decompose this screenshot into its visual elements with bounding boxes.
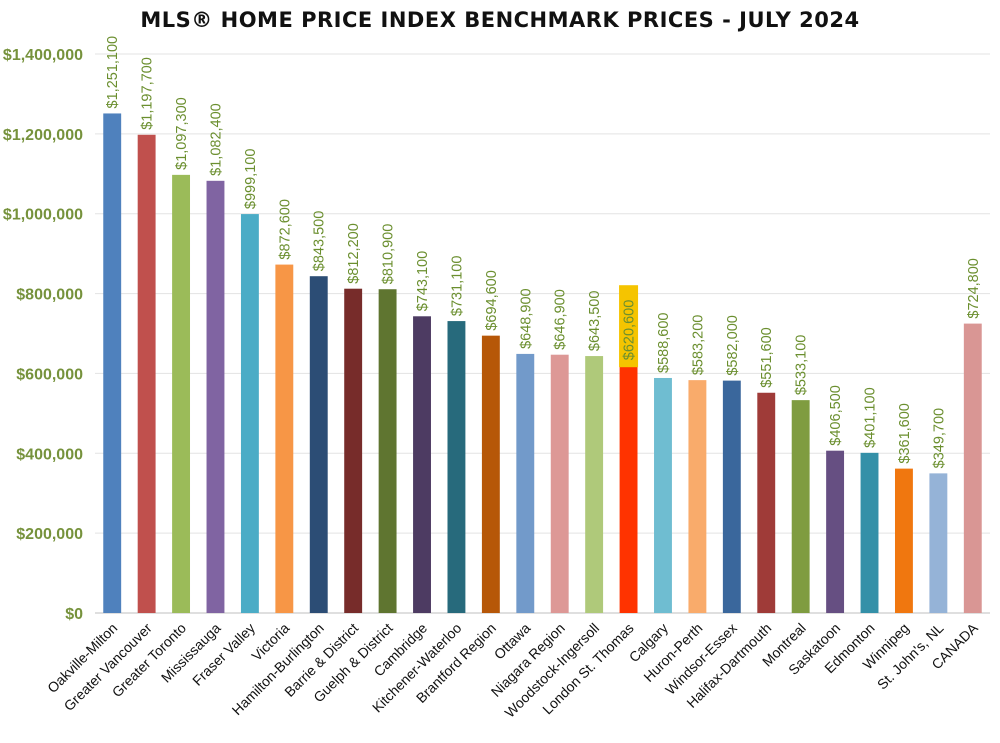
bar — [413, 316, 431, 613]
bar — [826, 450, 845, 613]
bar — [688, 380, 707, 613]
data-label: $349,700 — [931, 408, 947, 468]
bar — [481, 335, 500, 613]
y-tick-label: $1,000,000 — [3, 207, 83, 224]
gridlines — [95, 53, 990, 614]
bar — [550, 354, 569, 613]
bar — [619, 365, 638, 613]
y-tick-label: $600,000 — [16, 366, 83, 383]
bar — [860, 452, 879, 613]
bar — [791, 400, 810, 613]
bar — [963, 323, 982, 613]
data-label: $648,900 — [518, 288, 534, 348]
data-label: $1,082,400 — [208, 103, 224, 176]
data-label: $401,100 — [863, 387, 879, 447]
data-label: $743,100 — [415, 251, 431, 311]
data-label: $1,097,300 — [174, 97, 190, 170]
bar — [929, 473, 948, 613]
data-label: $1,251,100 — [105, 36, 121, 109]
data-label: $582,000 — [725, 315, 741, 375]
bar — [172, 174, 191, 614]
data-label: $646,900 — [553, 289, 569, 349]
data-label: $812,200 — [346, 223, 362, 283]
data-label: $620,600 — [622, 300, 638, 360]
data-label: $361,600 — [897, 403, 913, 463]
y-axis-tick-labels: $0 $200,000 $400,000 $600,000 $800,000 $1,000… — [3, 47, 83, 623]
data-label-highlight — [619, 285, 639, 368]
data-label: $810,900 — [381, 224, 397, 284]
data-label: $843,500 — [312, 211, 328, 271]
data-label: $999,100 — [243, 149, 259, 209]
data-label: $724,800 — [966, 258, 982, 318]
y-tick-label: $200,000 — [16, 526, 83, 543]
bar — [757, 392, 776, 613]
data-label: $1,197,700 — [140, 57, 156, 130]
data-label: $588,600 — [656, 312, 672, 372]
bar — [894, 468, 913, 613]
data-label: $533,100 — [794, 335, 810, 395]
bar — [344, 288, 363, 613]
bar — [309, 276, 328, 613]
chart-title: MLS® HOME PRICE INDEX BENCHMARK PRICES -… — [140, 8, 860, 32]
bar — [722, 380, 741, 613]
y-tick-label: $1,200,000 — [3, 127, 83, 144]
bar — [654, 377, 672, 613]
y-tick-label: $1,400,000 — [3, 47, 83, 64]
bar — [137, 134, 156, 613]
bar — [275, 264, 294, 613]
data-label: $551,600 — [759, 327, 775, 387]
bars — [103, 113, 982, 614]
bar — [240, 214, 259, 613]
y-tick-label: $400,000 — [16, 446, 83, 463]
y-tick-label: $800,000 — [16, 287, 83, 304]
bar — [447, 321, 466, 613]
bar — [585, 356, 604, 613]
data-label: $731,100 — [449, 256, 465, 316]
bar — [206, 180, 225, 613]
data-label: $406,500 — [828, 385, 844, 445]
bar — [516, 353, 535, 613]
y-tick-label: $0 — [65, 606, 83, 623]
data-label: $583,200 — [690, 315, 706, 375]
data-label: $694,600 — [484, 270, 500, 330]
bar — [103, 113, 122, 613]
data-label: $872,600 — [277, 199, 293, 259]
bar — [378, 289, 397, 613]
data-labels: $1,251,100 $1,197,700 $1,097,300 $1,082,400… — [105, 36, 982, 468]
data-label: $643,500 — [587, 291, 603, 351]
